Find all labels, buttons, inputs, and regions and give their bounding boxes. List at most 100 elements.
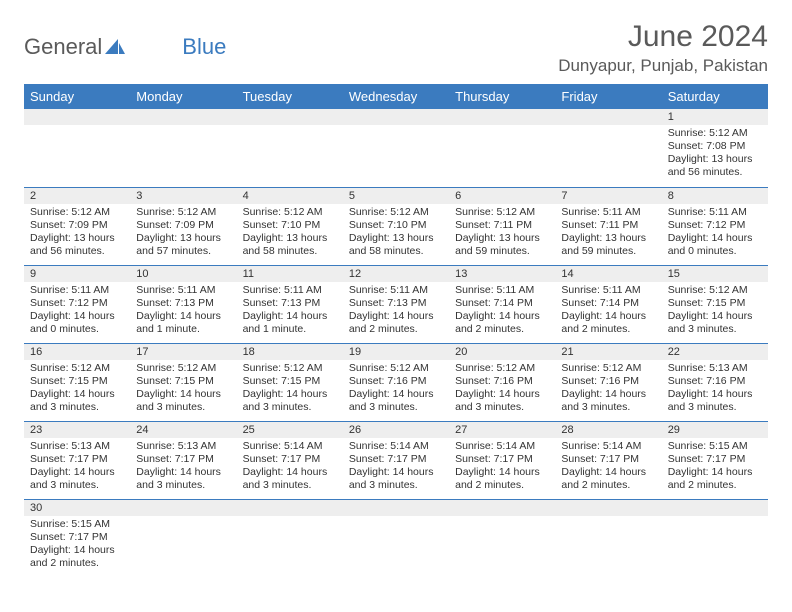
day-number: 25 <box>237 422 343 438</box>
calendar-row: 9Sunrise: 5:11 AMSunset: 7:12 PMDaylight… <box>24 265 768 343</box>
brand-name-1: General <box>24 34 102 60</box>
day-content: Sunrise: 5:12 AMSunset: 7:16 PMDaylight:… <box>343 360 449 419</box>
day-number: 4 <box>237 188 343 204</box>
brand-logo: General Blue <box>24 20 226 60</box>
day-number: 22 <box>662 344 768 360</box>
weekday-header: Wednesday <box>343 84 449 109</box>
calendar-row: 23Sunrise: 5:13 AMSunset: 7:17 PMDayligh… <box>24 421 768 499</box>
weekday-header-row: Sunday Monday Tuesday Wednesday Thursday… <box>24 84 768 109</box>
calendar-cell: 16Sunrise: 5:12 AMSunset: 7:15 PMDayligh… <box>24 343 130 421</box>
day-number: 3 <box>130 188 236 204</box>
day-content: Sunrise: 5:11 AMSunset: 7:14 PMDaylight:… <box>555 282 661 341</box>
calendar-cell: 11Sunrise: 5:11 AMSunset: 7:13 PMDayligh… <box>237 265 343 343</box>
calendar-cell: 22Sunrise: 5:13 AMSunset: 7:16 PMDayligh… <box>662 343 768 421</box>
day-number: 20 <box>449 344 555 360</box>
calendar-cell: 9Sunrise: 5:11 AMSunset: 7:12 PMDaylight… <box>24 265 130 343</box>
day-content: Sunrise: 5:14 AMSunset: 7:17 PMDaylight:… <box>449 438 555 497</box>
day-number: 24 <box>130 422 236 438</box>
day-content: Sunrise: 5:14 AMSunset: 7:17 PMDaylight:… <box>343 438 449 497</box>
day-number <box>662 500 768 516</box>
day-number <box>449 109 555 125</box>
day-number: 12 <box>343 266 449 282</box>
calendar-cell: 3Sunrise: 5:12 AMSunset: 7:09 PMDaylight… <box>130 187 236 265</box>
day-number: 8 <box>662 188 768 204</box>
calendar-cell: 4Sunrise: 5:12 AMSunset: 7:10 PMDaylight… <box>237 187 343 265</box>
calendar-row: 30Sunrise: 5:15 AMSunset: 7:17 PMDayligh… <box>24 499 768 577</box>
day-content: Sunrise: 5:12 AMSunset: 7:15 PMDaylight:… <box>130 360 236 419</box>
day-content: Sunrise: 5:14 AMSunset: 7:17 PMDaylight:… <box>555 438 661 497</box>
day-number: 18 <box>237 344 343 360</box>
day-number: 19 <box>343 344 449 360</box>
day-number: 7 <box>555 188 661 204</box>
day-number: 21 <box>555 344 661 360</box>
day-content: Sunrise: 5:12 AMSunset: 7:15 PMDaylight:… <box>237 360 343 419</box>
calendar-cell <box>662 499 768 577</box>
day-number <box>237 500 343 516</box>
sail-icon <box>104 35 126 61</box>
calendar-cell <box>130 109 236 187</box>
calendar-cell: 28Sunrise: 5:14 AMSunset: 7:17 PMDayligh… <box>555 421 661 499</box>
day-content: Sunrise: 5:12 AMSunset: 7:15 PMDaylight:… <box>24 360 130 419</box>
calendar-cell: 29Sunrise: 5:15 AMSunset: 7:17 PMDayligh… <box>662 421 768 499</box>
day-number: 23 <box>24 422 130 438</box>
day-number: 16 <box>24 344 130 360</box>
day-content: Sunrise: 5:12 AMSunset: 7:16 PMDaylight:… <box>449 360 555 419</box>
calendar-cell: 18Sunrise: 5:12 AMSunset: 7:15 PMDayligh… <box>237 343 343 421</box>
day-number: 5 <box>343 188 449 204</box>
day-content: Sunrise: 5:11 AMSunset: 7:12 PMDaylight:… <box>24 282 130 341</box>
day-content: Sunrise: 5:12 AMSunset: 7:08 PMDaylight:… <box>662 125 768 184</box>
calendar-cell: 30Sunrise: 5:15 AMSunset: 7:17 PMDayligh… <box>24 499 130 577</box>
calendar-cell <box>555 109 661 187</box>
weekday-header: Thursday <box>449 84 555 109</box>
calendar-cell <box>449 499 555 577</box>
day-content: Sunrise: 5:12 AMSunset: 7:10 PMDaylight:… <box>343 204 449 263</box>
calendar-row: 1Sunrise: 5:12 AMSunset: 7:08 PMDaylight… <box>24 109 768 187</box>
day-number <box>130 500 236 516</box>
day-content: Sunrise: 5:11 AMSunset: 7:12 PMDaylight:… <box>662 204 768 263</box>
day-number: 10 <box>130 266 236 282</box>
day-number <box>343 109 449 125</box>
calendar-table: Sunday Monday Tuesday Wednesday Thursday… <box>24 84 768 577</box>
calendar-cell: 23Sunrise: 5:13 AMSunset: 7:17 PMDayligh… <box>24 421 130 499</box>
header: General Blue June 2024 Dunyapur, Punjab,… <box>24 20 768 76</box>
day-content: Sunrise: 5:12 AMSunset: 7:09 PMDaylight:… <box>24 204 130 263</box>
calendar-cell: 12Sunrise: 5:11 AMSunset: 7:13 PMDayligh… <box>343 265 449 343</box>
day-number: 14 <box>555 266 661 282</box>
day-number <box>343 500 449 516</box>
day-content: Sunrise: 5:11 AMSunset: 7:14 PMDaylight:… <box>449 282 555 341</box>
month-title: June 2024 <box>558 20 768 54</box>
weekday-header: Friday <box>555 84 661 109</box>
calendar-cell <box>237 109 343 187</box>
day-number: 1 <box>662 109 768 125</box>
day-number <box>555 109 661 125</box>
calendar-cell: 19Sunrise: 5:12 AMSunset: 7:16 PMDayligh… <box>343 343 449 421</box>
day-number: 27 <box>449 422 555 438</box>
day-number: 28 <box>555 422 661 438</box>
day-content: Sunrise: 5:12 AMSunset: 7:10 PMDaylight:… <box>237 204 343 263</box>
weekday-header: Saturday <box>662 84 768 109</box>
calendar-cell <box>130 499 236 577</box>
calendar-cell <box>449 109 555 187</box>
day-content: Sunrise: 5:14 AMSunset: 7:17 PMDaylight:… <box>237 438 343 497</box>
calendar-cell: 21Sunrise: 5:12 AMSunset: 7:16 PMDayligh… <box>555 343 661 421</box>
day-content: Sunrise: 5:12 AMSunset: 7:16 PMDaylight:… <box>555 360 661 419</box>
day-number: 17 <box>130 344 236 360</box>
day-content: Sunrise: 5:11 AMSunset: 7:13 PMDaylight:… <box>343 282 449 341</box>
calendar-cell: 1Sunrise: 5:12 AMSunset: 7:08 PMDaylight… <box>662 109 768 187</box>
calendar-cell: 5Sunrise: 5:12 AMSunset: 7:10 PMDaylight… <box>343 187 449 265</box>
calendar-cell: 27Sunrise: 5:14 AMSunset: 7:17 PMDayligh… <box>449 421 555 499</box>
day-number <box>237 109 343 125</box>
day-content: Sunrise: 5:13 AMSunset: 7:16 PMDaylight:… <box>662 360 768 419</box>
day-content: Sunrise: 5:13 AMSunset: 7:17 PMDaylight:… <box>24 438 130 497</box>
calendar-cell: 6Sunrise: 5:12 AMSunset: 7:11 PMDaylight… <box>449 187 555 265</box>
day-content: Sunrise: 5:11 AMSunset: 7:13 PMDaylight:… <box>130 282 236 341</box>
day-content: Sunrise: 5:15 AMSunset: 7:17 PMDaylight:… <box>24 516 130 575</box>
weekday-header: Monday <box>130 84 236 109</box>
calendar-row: 2Sunrise: 5:12 AMSunset: 7:09 PMDaylight… <box>24 187 768 265</box>
calendar-cell <box>555 499 661 577</box>
calendar-cell: 13Sunrise: 5:11 AMSunset: 7:14 PMDayligh… <box>449 265 555 343</box>
day-content: Sunrise: 5:12 AMSunset: 7:09 PMDaylight:… <box>130 204 236 263</box>
day-number: 29 <box>662 422 768 438</box>
weekday-header: Tuesday <box>237 84 343 109</box>
calendar-cell: 7Sunrise: 5:11 AMSunset: 7:11 PMDaylight… <box>555 187 661 265</box>
